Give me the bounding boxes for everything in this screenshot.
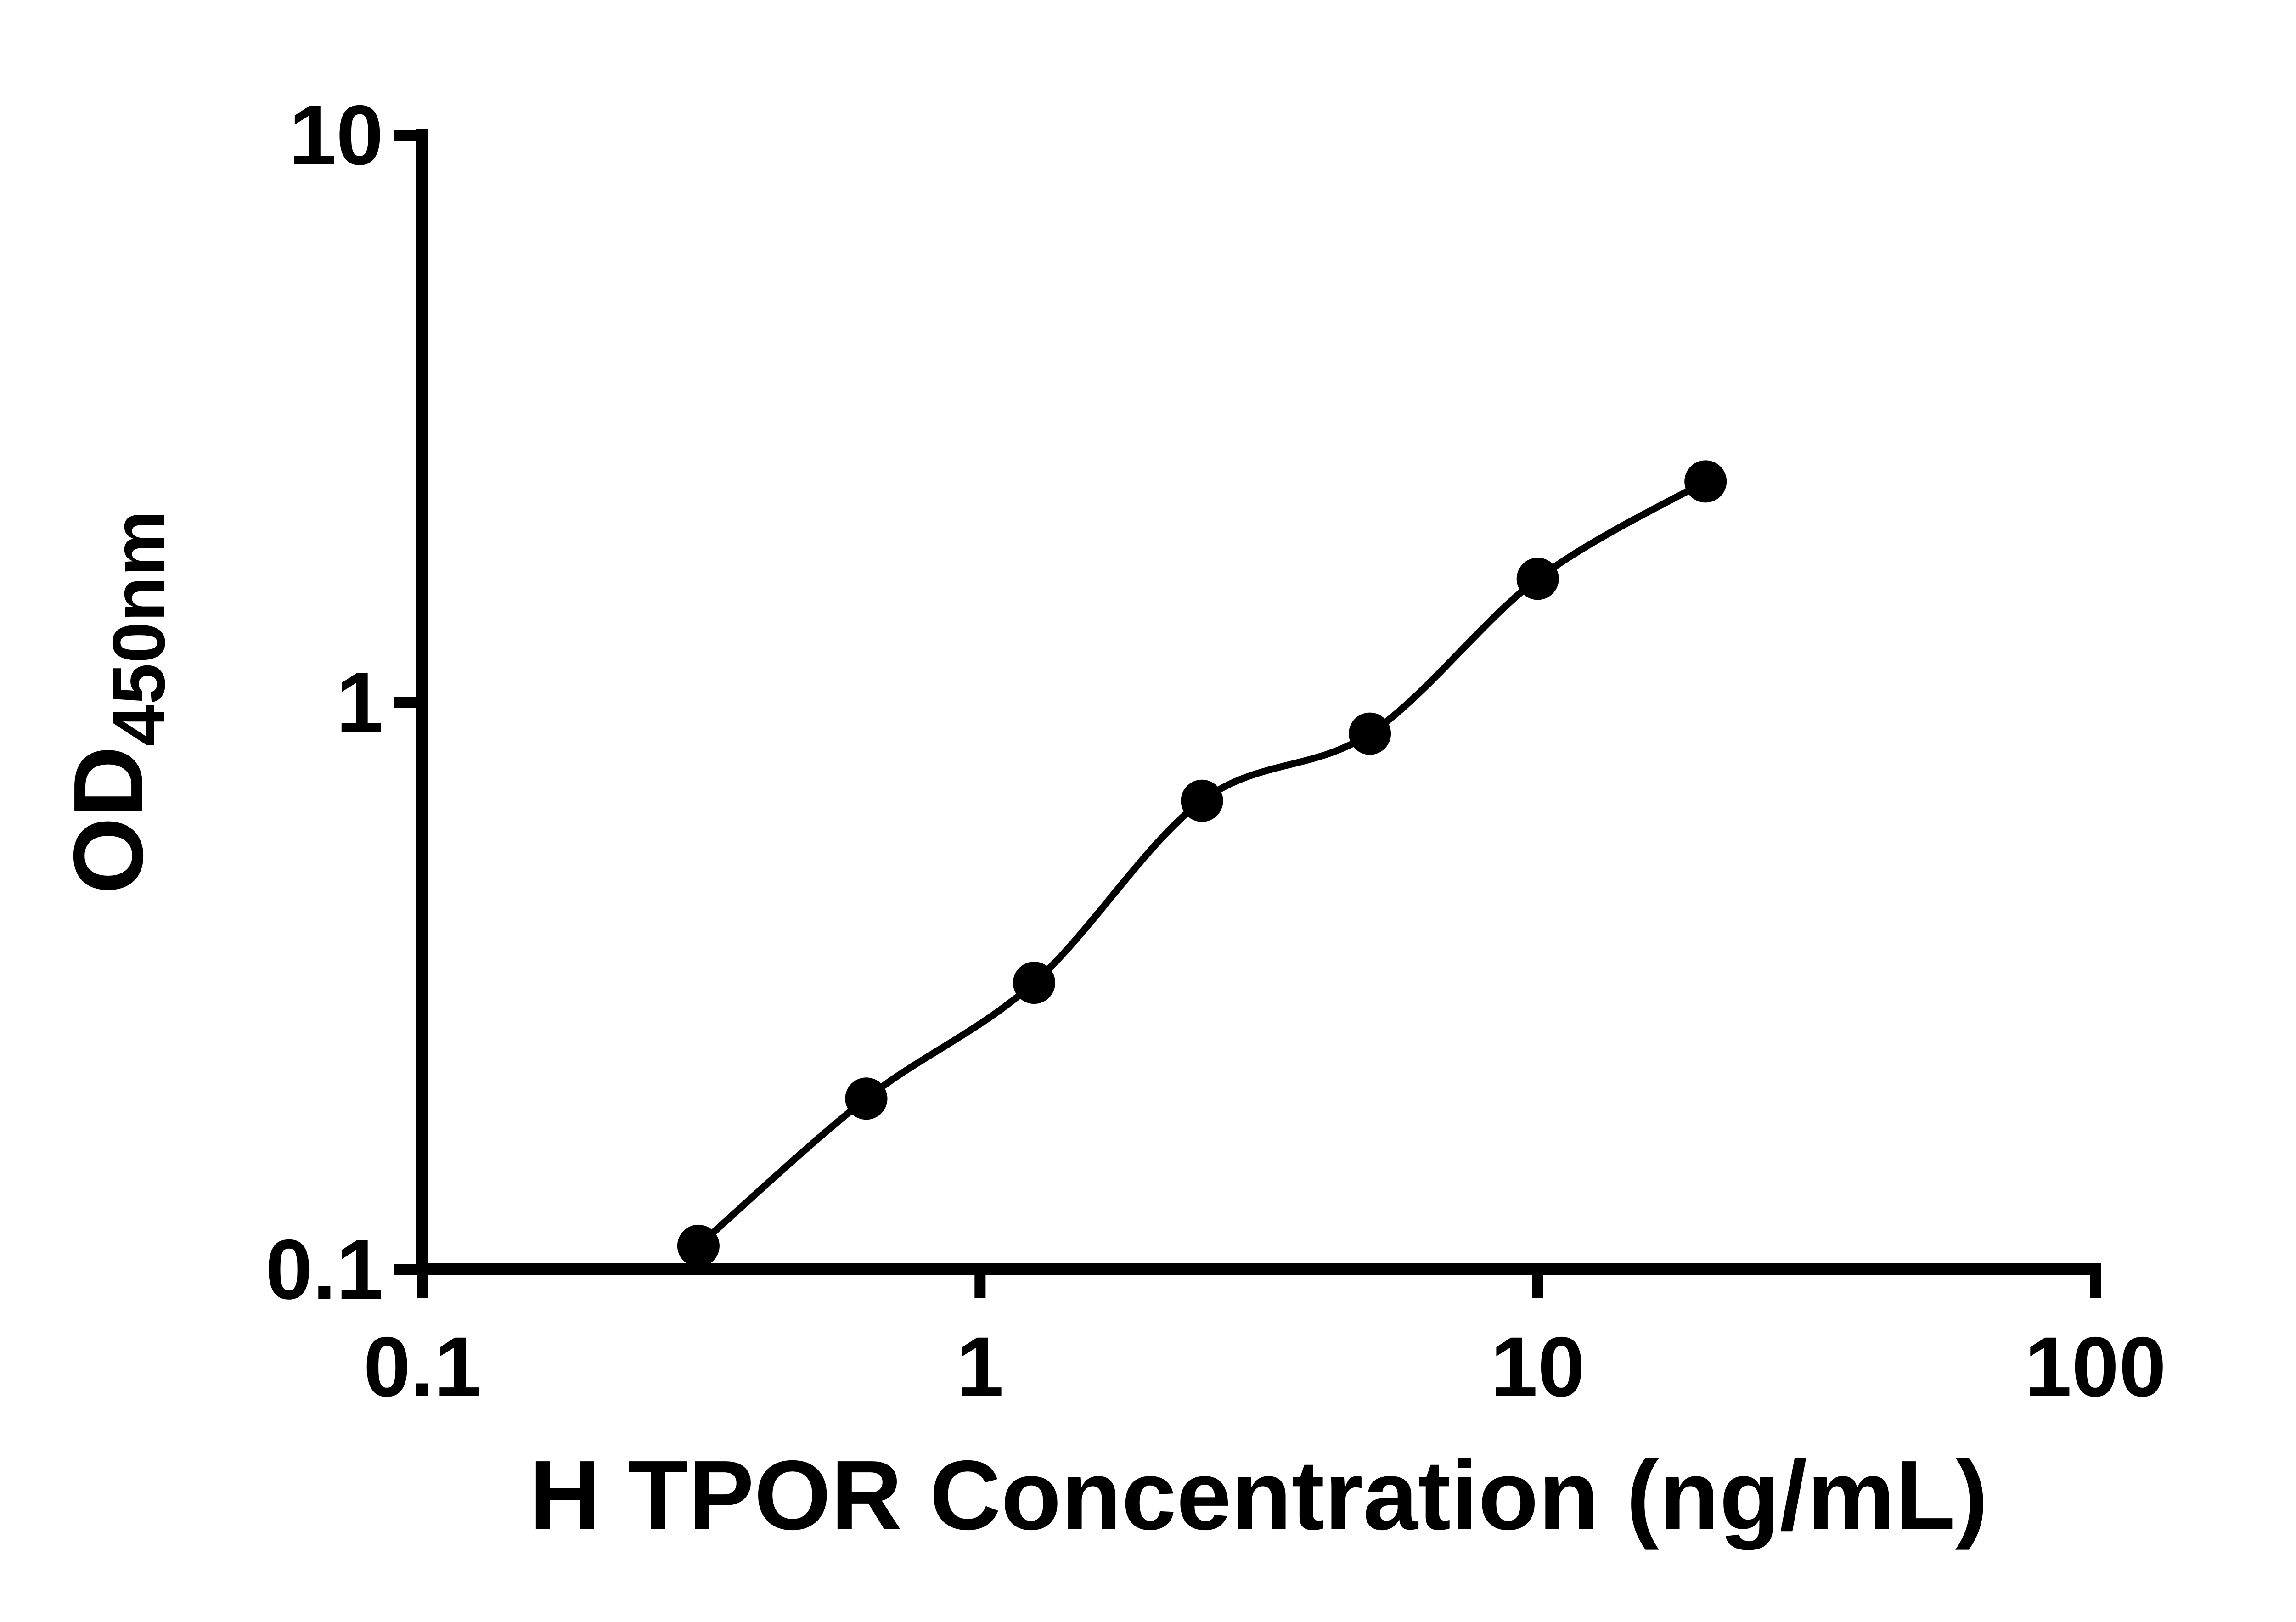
- x-tick-label: 10: [1491, 1320, 1585, 1414]
- y-tick-marks: [394, 130, 422, 1275]
- y-tick-labels: 0.1 1 10: [265, 88, 383, 1317]
- data-point: [1349, 712, 1391, 755]
- y-tick-label: 1: [336, 655, 383, 750]
- fit-curve: [695, 478, 1709, 1250]
- x-tick-label: 100: [2025, 1320, 2167, 1414]
- y-axis-title-sub: 450nm: [97, 510, 180, 746]
- x-tick-label: 1: [957, 1320, 1004, 1414]
- data-points: [677, 460, 1727, 1267]
- y-axis-title-main: OD: [53, 746, 163, 894]
- x-tick-labels: 0.1 1 10 100: [363, 1320, 2166, 1414]
- x-tick-label: 0.1: [363, 1320, 481, 1414]
- y-tick-label: 10: [289, 88, 383, 183]
- y-tick-label: 0.1: [265, 1222, 383, 1317]
- y-axis-title: OD450nm: [53, 510, 180, 894]
- data-point: [677, 1224, 720, 1267]
- data-point: [1684, 460, 1727, 503]
- data-point: [1181, 779, 1223, 822]
- data-point: [1013, 962, 1055, 1004]
- data-point: [1516, 558, 1559, 600]
- x-axis-title: H TPOR Concentration (ng/mL): [529, 1440, 1988, 1550]
- data-point: [845, 1077, 888, 1120]
